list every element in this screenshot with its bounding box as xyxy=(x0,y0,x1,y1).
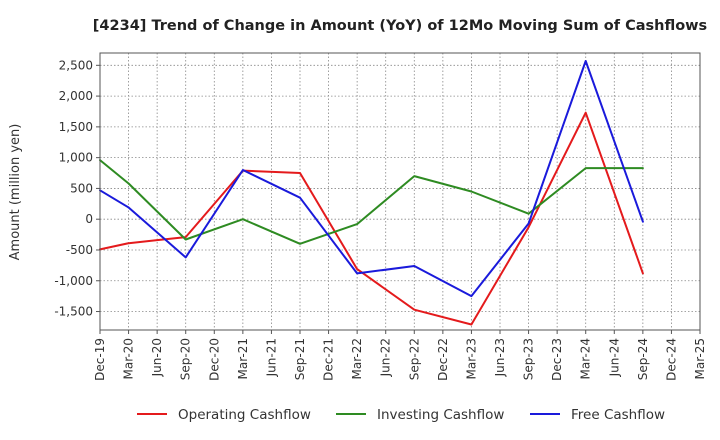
legend-label: Operating Cashflow xyxy=(178,407,311,423)
y-tick-label: 2,500 xyxy=(59,58,93,72)
series-line-operating-cashflow xyxy=(99,111,644,326)
x-tick-label: Jun-21 xyxy=(264,338,278,377)
x-tick-label: Jun-20 xyxy=(150,338,164,377)
x-tick-label: Mar-22 xyxy=(350,338,364,379)
x-tick-label: Dec-20 xyxy=(207,338,221,381)
x-tick-label: Sep-24 xyxy=(636,338,650,380)
x-tick-label: Dec-21 xyxy=(322,338,336,381)
chart-title: [4234] Trend of Change in Amount (YoY) o… xyxy=(93,18,707,34)
grid-layer xyxy=(99,53,701,330)
y-axis-label: Amount (million yen) xyxy=(8,124,23,261)
legend-label: Investing Cashflow xyxy=(377,407,504,423)
y-tick-label: 1,000 xyxy=(59,151,93,165)
x-tick-label: Mar-20 xyxy=(122,338,136,379)
y-tick-label: -500 xyxy=(66,243,93,257)
x-tick-label: Mar-23 xyxy=(464,338,478,379)
y-tick-label: 1,500 xyxy=(59,120,93,134)
x-tick-label: Sep-20 xyxy=(179,338,193,380)
legend: Operating Cashflow Investing Cashflow Free… xyxy=(137,407,665,423)
x-tick-label: Jun-24 xyxy=(607,338,621,377)
series-layer xyxy=(99,60,644,326)
legend-item: Investing Cashflow xyxy=(336,407,504,423)
legend-item: Operating Cashflow xyxy=(137,407,311,423)
legend-label: Free Cashflow xyxy=(571,407,665,423)
legend-item: Free Cashflow xyxy=(530,407,665,423)
x-tick-label: Mar-24 xyxy=(579,338,593,379)
series-line-investing-cashflow xyxy=(99,159,644,245)
x-tick-label: Jun-22 xyxy=(379,338,393,377)
x-tick-label: Dec-24 xyxy=(664,338,678,381)
y-axis-ticks: 2,500 2,000 1,500 1,000 500 0 -500 -1,000 -1,500 xyxy=(54,58,100,319)
x-tick-label: Sep-22 xyxy=(407,338,421,380)
x-tick-label: Mar-21 xyxy=(236,338,250,379)
plot-frame xyxy=(99,52,701,331)
y-tick-label: 0 xyxy=(85,212,93,226)
x-tick-label: Sep-21 xyxy=(293,338,307,380)
x-tick-label: Sep-23 xyxy=(522,338,536,380)
y-tick-label: 500 xyxy=(70,181,93,195)
x-tick-label: Dec-23 xyxy=(550,338,564,381)
y-tick-label: -1,500 xyxy=(54,305,93,319)
x-tick-label: Dec-22 xyxy=(436,338,450,381)
y-tick-label: -1,000 xyxy=(54,274,93,288)
x-tick-label: Dec-19 xyxy=(93,338,107,381)
x-tick-label: Mar-25 xyxy=(693,338,707,379)
x-tick-label: Jun-23 xyxy=(493,338,507,377)
y-tick-label: 2,000 xyxy=(59,89,93,103)
series-line-free-cashflow xyxy=(99,60,644,298)
x-axis-ticks: Dec-19 Mar-20 Jun-20 Sep-20 Dec-20 Mar-21 Jun-… xyxy=(93,330,707,381)
